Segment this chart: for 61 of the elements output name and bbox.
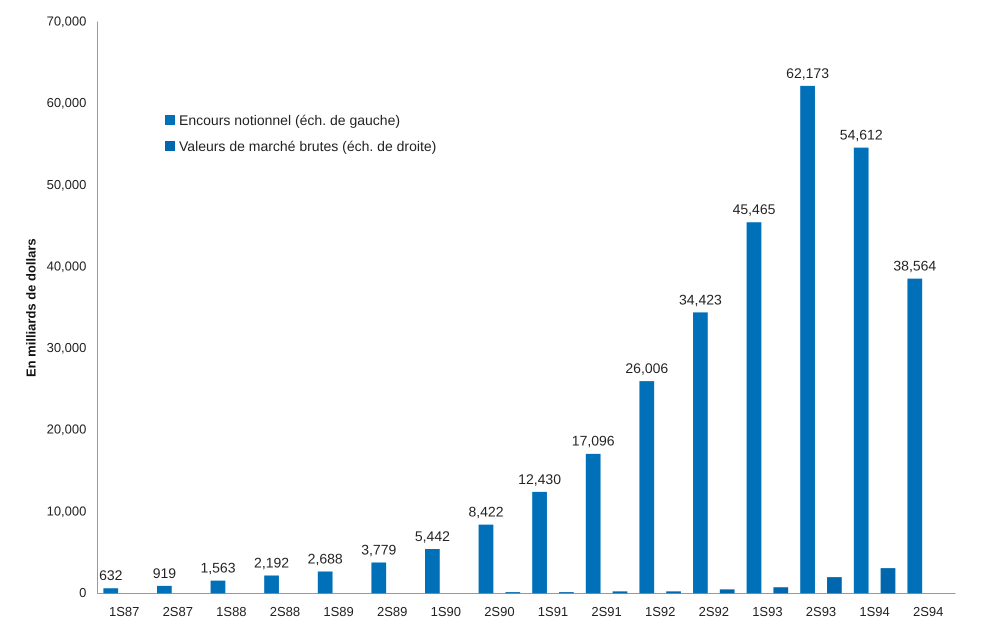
y-tick-label: 50,000 [46,176,86,192]
x-tick-label: 2S94 [913,604,944,619]
y-tick-label: 0 [79,584,86,600]
data-label: 5,442 [414,528,450,544]
x-tick-label: 1S90 [430,604,461,619]
x-tick-label: 2S90 [484,604,515,619]
x-tick-label: 2S87 [162,604,193,619]
bar [264,576,279,594]
data-label: 54,612 [840,126,883,142]
x-tick-label: 2S89 [376,604,408,619]
y-axis-title: En milliards de dollars [23,238,38,378]
x-tick-label: 2S92 [698,604,729,619]
x-tick-label: 1S93 [752,604,783,619]
bar [425,548,440,594]
x-tick-label: 2S88 [270,604,300,619]
x-tick-label: 2S91 [591,604,622,619]
y-tick-label: 20,000 [46,422,86,437]
bar [103,588,118,594]
x-tick-label: 1S94 [859,604,890,619]
bar [156,586,172,594]
bar [746,222,762,594]
x-tick-label: 1S87 [108,604,140,619]
data-label: 1,563 [200,560,236,576]
bar [854,148,869,594]
bar [800,86,815,594]
bar [478,524,494,594]
data-label: 8,422 [468,504,504,520]
bar [318,571,333,594]
bar [880,568,896,594]
data-label: 12,430 [518,470,562,487]
legend-label: Valeurs de marché brutes (éch. de droite) [179,138,436,154]
data-label: 919 [152,564,176,581]
x-tick-label: 1S88 [216,604,247,619]
bar [586,454,601,594]
data-label: 34,423 [678,291,722,308]
bar [693,312,708,594]
data-label: 632 [99,567,123,584]
bar [907,278,922,594]
data-label: 3,779 [361,541,396,558]
y-tick-label: 60,000 [46,95,86,110]
bar [210,580,226,594]
bar [532,492,547,594]
legend-label: Encours notionnel (éch. de gauche) [179,112,400,128]
data-label: 2,688 [308,550,343,566]
x-tick-label: 1S91 [538,604,568,619]
y-tick-label: 10,000 [46,503,86,518]
data-label: 45,465 [732,201,776,218]
data-label: 38,564 [893,257,936,274]
bar [827,577,842,594]
x-tick-label: 1S89 [323,604,354,619]
x-tick-label: 1S92 [645,604,676,619]
data-label: 26,006 [625,360,668,376]
data-label: 2,192 [254,554,290,570]
data-label: 62,173 [786,64,830,81]
y-tick-label: 30,000 [46,340,86,356]
bar [371,562,386,594]
bar [639,381,654,594]
x-tick-label: 2S93 [806,604,836,619]
y-tick-label: 40,000 [46,258,86,274]
data-label: 17,096 [572,432,615,449]
y-tick-label: 70,000 [46,14,86,29]
